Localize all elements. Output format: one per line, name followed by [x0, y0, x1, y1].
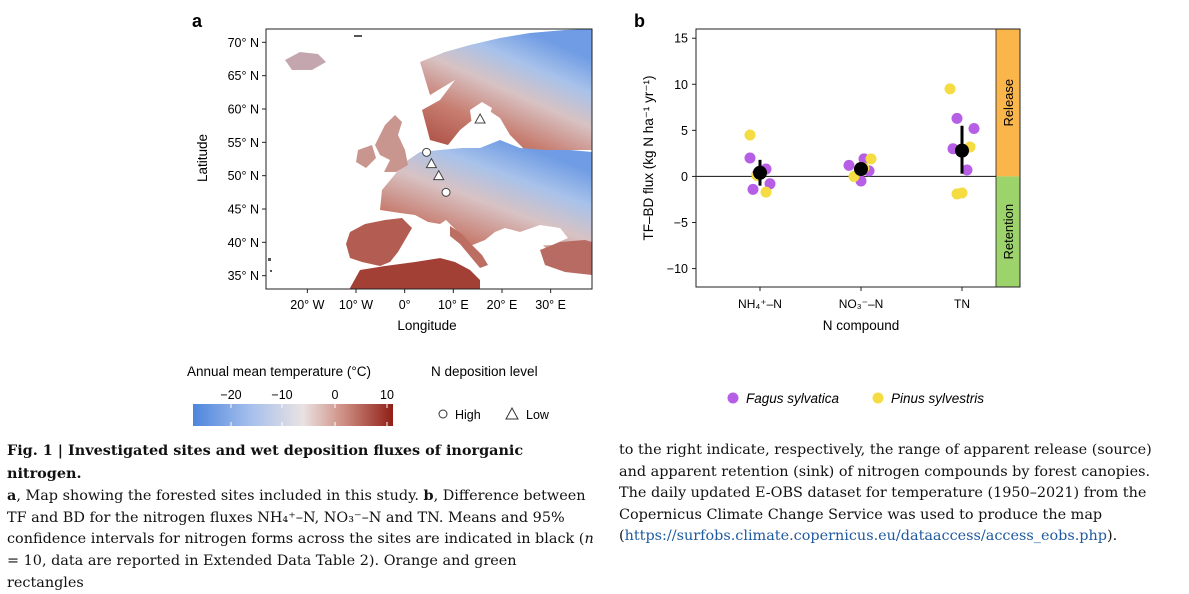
lat-tick-label: 50° N — [228, 169, 259, 183]
n-legend-title: N deposition level — [431, 364, 538, 379]
lon-tick-label: 10° E — [438, 298, 469, 312]
y-tick-label: 15 — [674, 32, 688, 46]
lat-ticks: 70° N 65° N 60° N 55° N 50° N 45° N 40° N 35° N — [228, 36, 266, 283]
caption-text-1: , Map showing the forested sites include… — [16, 488, 424, 505]
point-fagus — [747, 183, 759, 195]
y-tick-label: −5 — [674, 216, 688, 230]
legend-label: Fagus sylvatica — [746, 391, 840, 406]
mean-point — [854, 162, 868, 177]
panel-b-label: b — [634, 11, 645, 31]
point-pinus — [944, 83, 956, 95]
point-fagus — [764, 178, 776, 190]
panel-a-label: a — [192, 11, 203, 31]
point-pinus — [951, 188, 963, 200]
site-low-marker — [432, 169, 445, 181]
site-high-marker — [422, 147, 432, 157]
point-fagus — [843, 159, 855, 171]
lat-tick-label: 65° N — [228, 69, 259, 83]
lon-ticks: 20° W 10° W 0° 10° E 20° E 30° E — [290, 289, 566, 312]
legend-swatch — [872, 392, 884, 404]
point-fagus — [744, 152, 756, 164]
site-markers — [422, 112, 486, 197]
site-low-marker — [474, 112, 486, 124]
caption-right: to the right indicate, respectively, the… — [619, 440, 1179, 548]
colorbar-tick-label: −10 — [271, 388, 292, 402]
bands: Release Retention — [995, 29, 1020, 287]
colorbar-title: Annual mean temperature (°C) — [187, 364, 371, 379]
chart-ylabel: TF–BD flux (kg N ha⁻¹ yr⁻¹) — [641, 75, 656, 240]
map-xlabel: Longitude — [397, 318, 456, 333]
y-tick-label: 5 — [681, 124, 688, 138]
plot-frame — [695, 28, 1021, 288]
point-pinus — [865, 153, 877, 165]
colorbar-tick-label: 0 — [332, 388, 339, 402]
map-ylabel: Latitude — [195, 134, 210, 182]
lon-tick-label: 30° E — [535, 298, 566, 312]
point-fagus — [961, 164, 973, 176]
lat-tick-label: 70° N — [228, 36, 259, 50]
map-panel: a — [192, 11, 593, 333]
colorbar — [193, 404, 393, 426]
y-tick-label: −10 — [667, 262, 688, 276]
band-label: Release — [1001, 79, 1016, 127]
high-marker-icon — [438, 409, 448, 419]
low-marker-icon — [505, 406, 519, 420]
eobs-link[interactable]: https://surfobs.climate.copernicus.eu/da… — [624, 528, 1107, 545]
site-high-marker — [441, 187, 451, 197]
x-axis: NH₄⁺–N NO₃⁻–N TN — [738, 287, 970, 311]
band-label: Retention — [1001, 204, 1016, 260]
lat-tick-label: 45° N — [228, 203, 259, 217]
species-legend: Fagus sylvatica Pinus sylvestris — [727, 391, 984, 406]
x-tick-label: TN — [954, 297, 970, 311]
n-legend-low: Low — [526, 408, 550, 422]
caption-text-3: = 10, data are reported in Extended Data… — [7, 552, 517, 591]
caption-b: b — [423, 487, 434, 505]
caption-left: Fig. 1 | Investigated sites and wet depo… — [7, 440, 597, 594]
legend-swatch — [727, 392, 739, 404]
band-retention — [996, 176, 1020, 287]
lat-tick-label: 60° N — [228, 103, 259, 117]
lon-tick-label: 0° — [399, 298, 411, 312]
caption-n: n — [584, 531, 594, 548]
caption-text-4: to the right indicate, respectively, the… — [619, 442, 1152, 545]
legend-label: Pinus sylvestris — [891, 391, 984, 406]
n-legend-high: High — [455, 408, 481, 422]
lat-tick-label: 55° N — [228, 136, 259, 150]
means-ci — [753, 125, 969, 186]
y-axis: −10 −5 0 5 10 15 — [667, 32, 696, 276]
lon-tick-label: 20° W — [290, 298, 324, 312]
colorbar-tick-label: 10 — [380, 388, 394, 402]
y-tick-label: 10 — [674, 78, 688, 92]
point-pinus — [760, 186, 772, 198]
chart-panel: b Release Retention −10 −5 0 5 10 15 NH₄⁺–N NO₃… — [634, 11, 1021, 333]
point-fagus — [951, 112, 963, 124]
band-release — [996, 29, 1020, 177]
mean-point — [955, 143, 969, 158]
colorbar-tick-label: −20 — [220, 388, 241, 402]
chart-xlabel: N compound — [823, 318, 900, 333]
caption-text-2: , Difference between TF and BD for the n… — [7, 488, 586, 548]
lat-tick-label: 35° N — [228, 269, 259, 283]
lon-tick-label: 20° E — [487, 298, 518, 312]
y-tick-label: 0 — [681, 170, 688, 184]
map-legend: Annual mean temperature (°C) −20 −10 0 10 N… — [187, 364, 550, 426]
caption-title: Fig. 1 | Investigated sites and wet depo… — [7, 442, 524, 482]
colorbar-ticks: −20 −10 0 10 — [220, 388, 394, 426]
x-tick-label: NO₃⁻–N — [839, 297, 884, 311]
map-frame — [265, 28, 593, 290]
point-fagus — [968, 123, 980, 135]
caption-a: a — [7, 487, 17, 505]
figure: a — [187, 11, 1021, 426]
point-pinus — [744, 129, 756, 141]
lon-tick-label: 10° W — [339, 298, 373, 312]
caption-text-5: ). — [1107, 528, 1118, 545]
europe-map — [266, 29, 592, 289]
x-tick-label: NH₄⁺–N — [738, 297, 782, 311]
mean-point — [753, 165, 767, 180]
lat-tick-label: 40° N — [228, 236, 259, 250]
site-low-marker — [425, 157, 438, 169]
